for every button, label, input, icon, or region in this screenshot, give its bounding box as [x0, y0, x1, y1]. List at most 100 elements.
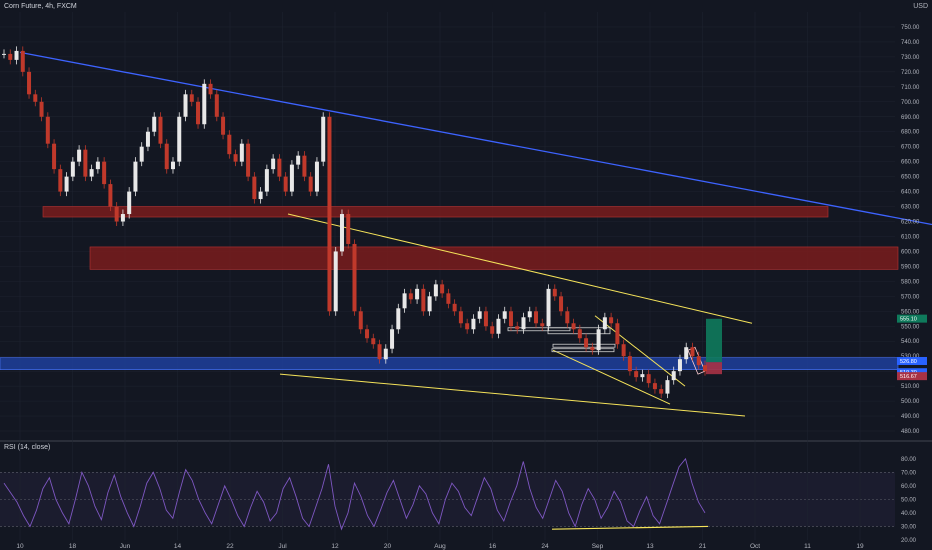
y-tick-label: 590.00	[901, 264, 920, 270]
x-tick-label: 12	[331, 543, 339, 550]
y-tick-label: 540.00	[901, 339, 920, 345]
price-series	[2, 46, 707, 399]
rsi-tick-label: 60.00	[901, 484, 917, 490]
y-tick-label: 710.00	[901, 85, 920, 91]
candle-body	[646, 374, 651, 384]
candle-body	[684, 347, 689, 360]
candle-body	[202, 83, 207, 125]
candle-body	[440, 284, 445, 294]
rsi-axis[interactable]: 20.00 30.00 40.00 50.00 60.00 70.00 80.00	[901, 457, 917, 544]
candle-body	[308, 176, 313, 192]
candle-body	[102, 161, 107, 185]
x-tick-label: Jul	[278, 543, 287, 550]
candle-body	[214, 94, 219, 117]
y-tick-label: 750.00	[901, 25, 920, 31]
rsi-line	[3, 457, 706, 531]
candle-body	[64, 176, 69, 192]
candle-body	[602, 317, 607, 330]
time-axis[interactable]: 10 18 Jun 14 22 Jul 12 20 Aug 16 24 Sep 13 21 Oct 11 19	[16, 543, 864, 550]
candle-body	[127, 191, 132, 215]
candle-body	[421, 288, 426, 312]
candle-body	[114, 206, 119, 222]
candle-body	[239, 143, 244, 162]
candle-body	[690, 347, 695, 357]
candle-body	[152, 116, 157, 132]
candle-body	[371, 338, 376, 345]
price-tag: 555.10	[897, 314, 927, 323]
rsi-trendline	[551, 525, 709, 530]
zones	[0, 206, 899, 370]
candle-body	[246, 143, 251, 177]
trendlines	[19, 51, 932, 417]
grid	[0, 12, 932, 540]
y-tick-label: 610.00	[901, 234, 920, 240]
y-tick-label: 660.00	[901, 160, 920, 166]
trendline-blue	[19, 51, 932, 226]
x-tick-label: 21	[699, 543, 707, 550]
price-tag-bg	[897, 356, 927, 365]
range-box	[552, 343, 616, 348]
y-tick-label: 620.00	[901, 220, 920, 226]
candle-body	[390, 329, 395, 349]
candle-body	[164, 143, 169, 170]
candle-body	[14, 50, 19, 60]
price-tag-label: 555.10	[900, 317, 917, 323]
candle-body	[233, 154, 238, 162]
candle-body	[365, 329, 370, 339]
candle-body	[540, 323, 545, 327]
candle-body	[508, 311, 513, 327]
candle-body	[321, 116, 326, 162]
candle-body	[502, 311, 507, 319]
candle-body	[515, 326, 520, 330]
candle-body	[696, 356, 701, 366]
candle-body	[352, 243, 357, 312]
candle-body	[590, 347, 595, 351]
candle-body	[333, 251, 338, 312]
price-tag: 526.80	[897, 356, 927, 365]
y-tick-label: 490.00	[901, 414, 920, 420]
candle-body	[52, 143, 57, 170]
rsi-series	[3, 457, 709, 531]
price-tag-bg	[897, 314, 927, 323]
candle-body	[39, 101, 44, 117]
x-tick-label: 19	[856, 543, 864, 550]
y-tick-label: 550.00	[901, 324, 920, 330]
candle-body	[296, 155, 301, 165]
y-tick-label: 630.00	[901, 205, 920, 211]
candle-body	[465, 323, 470, 330]
rsi-tick-label: 50.00	[901, 497, 917, 503]
candle-body	[158, 116, 163, 144]
candle-body	[289, 164, 294, 192]
candle-body	[415, 288, 420, 300]
x-tick-label: Aug	[434, 543, 446, 550]
candle-body	[358, 311, 363, 330]
candle-body	[177, 116, 182, 162]
candle-body	[640, 374, 645, 378]
candle-body	[402, 293, 407, 309]
y-tick-label: 570.00	[901, 294, 920, 300]
candle-body	[652, 383, 657, 390]
candle-body	[377, 344, 382, 360]
candle-body	[665, 380, 670, 394]
candle-body	[427, 296, 432, 312]
range-box	[507, 327, 571, 332]
wedge-lower	[552, 349, 671, 405]
x-tick-label: 22	[226, 543, 234, 550]
y-tick-label: 670.00	[901, 145, 920, 151]
rsi-tick-label: 40.00	[901, 511, 917, 517]
chart-title: Corn Future, 4h, FXCM	[4, 3, 77, 10]
candle-body	[8, 53, 13, 60]
candle-body	[327, 116, 332, 312]
candle-body	[271, 158, 276, 170]
x-tick-label: Sep	[592, 543, 604, 550]
candle-body	[571, 323, 576, 330]
x-tick-label: Oct	[750, 543, 760, 550]
candle-body	[621, 344, 626, 357]
price-tag-bg	[897, 372, 927, 381]
candle-body	[252, 176, 257, 200]
y-tick-label: 720.00	[901, 70, 920, 76]
candle-body	[77, 149, 82, 162]
x-tick-label: 20	[384, 543, 392, 550]
candle-body	[596, 329, 601, 351]
